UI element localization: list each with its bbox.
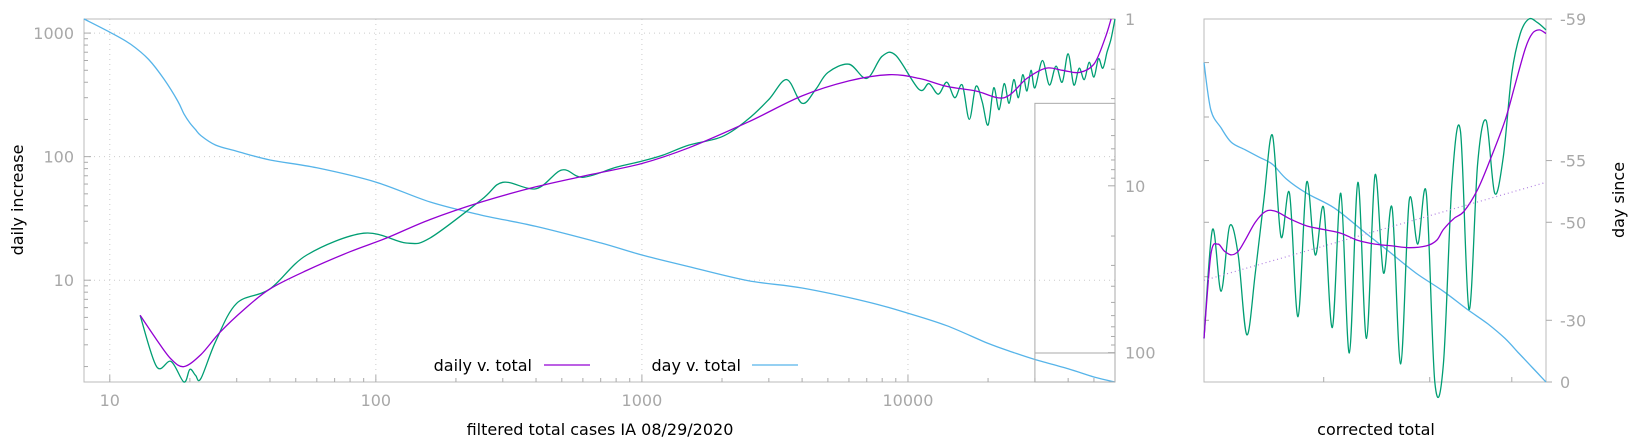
right-series: [1203, 17, 1547, 398]
y2-tick-label: 100: [1125, 344, 1156, 363]
right-series-trend: [1203, 181, 1547, 281]
y-axis-label: daily increase: [8, 145, 27, 256]
right-series-daily: [1203, 29, 1547, 339]
x-tick-label: 100: [361, 391, 392, 410]
right-series-day: [1203, 62, 1547, 383]
left-grid: [84, 19, 1115, 382]
inset-box: [1034, 102, 1116, 383]
left-panel: 10 100 1000 10000 10 100 1000 1 10 100 daily incr…: [8, 10, 1156, 439]
y-tick-label: 1000: [33, 24, 74, 43]
y-tick-label: 10: [54, 271, 74, 290]
series-day-v-total: [83, 18, 1116, 383]
x-axis-label-right: corrected total: [1317, 420, 1435, 439]
y2-tick-label: 1: [1125, 10, 1135, 29]
x-tick-label: 1000: [622, 391, 663, 410]
legend-label-daily: daily v. total: [434, 356, 532, 375]
y2-tick-label: 10: [1125, 177, 1145, 196]
y2-axis-label-right: day since: [1609, 162, 1628, 238]
series-raw-daily: [139, 18, 1116, 383]
series-daily-v-total: [139, 18, 1112, 368]
legend: daily v. total day v. total: [434, 356, 798, 375]
left-series: [83, 18, 1116, 383]
right-plot-frame: [1203, 18, 1547, 383]
legend-label-day: day v. total: [652, 356, 742, 375]
x-axis-label: filtered total cases IA 08/29/2020: [467, 420, 734, 439]
right-y2-tick-label: 0: [1560, 373, 1570, 392]
left-ticks: 10 100 1000 10000 10 100 1000 1 10 100: [33, 10, 1155, 410]
x-tick-label: 10: [100, 391, 120, 410]
right-y2-tick-label: -55: [1560, 152, 1586, 171]
left-plot-frame: [83, 18, 1116, 383]
y-tick-label: 100: [43, 148, 74, 167]
inset-box-rect: [1034, 102, 1116, 383]
x-tick-label: 10000: [883, 391, 934, 410]
right-y2-tick-label: -59: [1560, 10, 1586, 29]
right-ticks: -59 -55 -50 -30 0: [1204, 10, 1586, 392]
right-series-raw: [1203, 17, 1547, 398]
right-panel: -59 -55 -50 -30 0 corrected total day since: [1203, 10, 1628, 439]
right-y2-tick-label: -50: [1560, 213, 1586, 232]
right-y2-tick-label: -30: [1560, 311, 1586, 330]
